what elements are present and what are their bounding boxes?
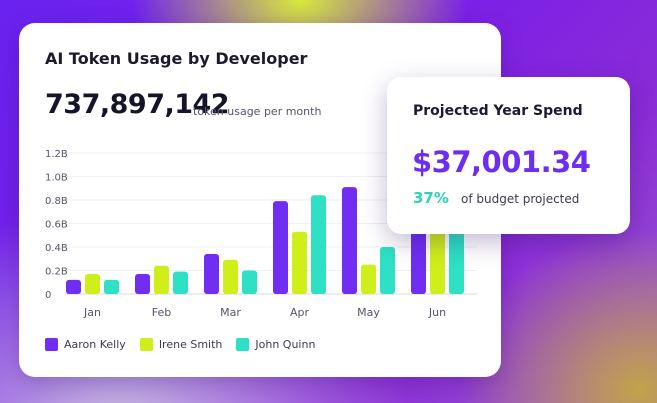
legend-swatch-irene-smith [139,337,153,351]
bar-aaron-kelly [204,254,219,294]
legend-label-john-quinn: John Quinn [255,337,316,351]
bar-john-quinn [380,247,395,294]
budget-percent: 37% [413,189,449,207]
x-tick-label: Jun [428,306,446,319]
legend-label-aaron-kelly: Aaron Kelly [64,337,126,351]
y-tick-label: 0 [45,290,51,301]
token-usage-bar-chart: 0 0.2B 0.4B 0.6B 0.8B 1.0B 1.2B Jan Feb Mar Apr May… [45,149,477,319]
legend-swatch-aaron-kelly [45,337,58,351]
total-token-usage-label: token usage per month [193,105,322,118]
budget-percent-label: of budget projected [461,192,580,206]
bar-irene-smith [85,274,100,294]
legend-item-aaron-kelly[interactable]: Aaron Kelly [45,337,126,351]
bar-aaron-kelly [273,201,288,294]
x-tick-label: Apr [290,306,310,319]
card-title: AI Token Usage by Developer [45,49,308,68]
bar-irene-smith [430,229,445,294]
bar-john-quinn [449,221,464,294]
x-tick-label: May [357,306,380,319]
projected-spend-card: Projected Year Spend $37,001.34 37% of b… [387,77,630,234]
bar-irene-smith [292,231,307,294]
y-tick-label: 0.2B [45,267,68,278]
bar-aaron-kelly [411,223,426,294]
bar-aaron-kelly [135,274,150,294]
bar-aaron-kelly [342,187,357,294]
chart-legend: Aaron Kelly Irene Smith John Quinn [45,336,315,352]
bar-john-quinn [311,195,326,294]
total-token-usage: 737,897,142 [45,89,230,120]
y-tick-label: 0.4B [45,243,68,254]
bar-irene-smith [223,259,238,294]
x-tick-label: Jan [83,306,101,319]
bar-john-quinn [104,279,119,294]
legend-item-john-quinn[interactable]: John Quinn [236,337,316,351]
y-tick-label: 1.0B [45,173,68,184]
bar-john-quinn [242,270,257,294]
x-tick-label: Feb [152,306,171,319]
y-tick-label: 1.2B [45,149,68,160]
y-tick-label: 0.6B [45,220,68,231]
bar-aaron-kelly [66,279,81,294]
projected-spend-amount: $37,001.34 [412,145,591,179]
x-tick-label: Mar [220,306,241,319]
bar-irene-smith [361,264,376,294]
legend-item-irene-smith[interactable]: Irene Smith [139,337,223,351]
legend-swatch-john-quinn [236,337,250,351]
y-tick-label: 0.8B [45,196,68,207]
bar-john-quinn [173,271,188,294]
bar-irene-smith [154,265,169,294]
projected-spend-title: Projected Year Spend [413,103,583,119]
legend-label-irene-smith: Irene Smith [158,337,223,351]
